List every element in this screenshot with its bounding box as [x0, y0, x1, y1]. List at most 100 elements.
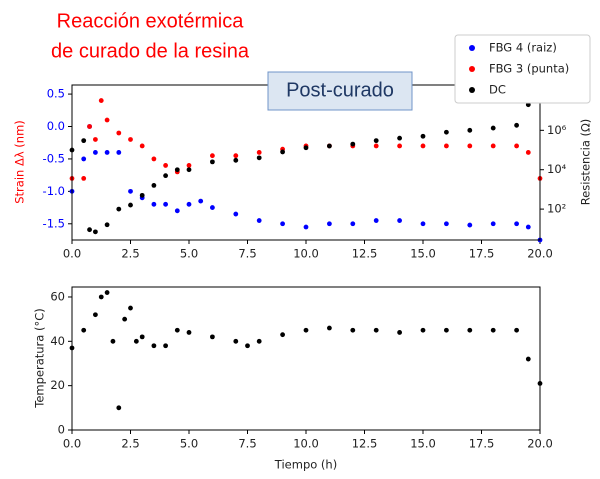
x-tick-label: 12.5: [352, 247, 378, 261]
legend: FBG 4 (raiz) FBG 3 (punta) DC: [454, 34, 591, 104]
data-point: [525, 224, 531, 230]
x-tick-label: 0.0: [63, 247, 81, 261]
data-point: [397, 330, 402, 335]
legend-label: FBG 3 (punta): [489, 62, 569, 76]
data-point: [139, 143, 145, 149]
data-point: [514, 221, 519, 227]
data-point: [210, 205, 215, 210]
x-tick-label: 12.5: [352, 437, 378, 451]
x-tick-label: 7.5: [238, 437, 256, 451]
data-point: [81, 138, 87, 144]
data-point: [163, 163, 169, 168]
data-point: [397, 143, 402, 149]
data-point: [350, 327, 356, 333]
data-point: [280, 332, 285, 338]
x-tick-label: 17.5: [469, 247, 495, 261]
data-point: [116, 150, 122, 155]
data-point: [233, 153, 239, 159]
legend-frame: [454, 34, 591, 104]
x-tick-label: 5.0: [180, 247, 198, 261]
data-point: [186, 201, 192, 207]
x-tick-label: 17.5: [469, 437, 495, 451]
data-point: [420, 221, 426, 227]
data-point: [139, 334, 145, 340]
data-point: [350, 141, 356, 147]
data-point: [256, 218, 262, 223]
data-point: [303, 145, 309, 151]
data-point: [444, 129, 449, 135]
y-axis-title: Strain Δλ (nm): [13, 120, 27, 204]
data-point: [490, 125, 496, 131]
data-point: [490, 221, 496, 227]
data-point: [467, 222, 473, 228]
data-point: [174, 208, 180, 214]
data-point: [133, 338, 139, 344]
data-point: [210, 159, 215, 165]
y-tick-label: -1.5: [43, 216, 65, 230]
data-point: [420, 327, 426, 333]
data-point: [420, 143, 426, 149]
data-point: [110, 338, 116, 344]
data-point: [122, 316, 128, 322]
data-point: [139, 192, 145, 198]
legend-marker: [469, 45, 475, 51]
x-axis-title: Tiempo (h): [274, 458, 337, 472]
data-point: [350, 221, 356, 227]
data-point: [128, 188, 133, 194]
data-point: [210, 153, 215, 159]
data-point: [98, 98, 104, 103]
data-point: [174, 327, 180, 333]
data-point: [280, 149, 285, 155]
data-point: [116, 206, 122, 212]
data-point: [303, 327, 309, 333]
data-point: [514, 143, 519, 149]
data-point: [490, 327, 496, 333]
data-point: [397, 218, 402, 223]
data-point: [256, 150, 262, 155]
data-point: [104, 290, 110, 295]
annotation: de curado de la resina: [51, 40, 250, 62]
data-point: [210, 334, 215, 340]
y-tick-label: -1.0: [43, 184, 65, 198]
x-tick-label: 20.0: [527, 437, 553, 451]
y2-tick-label: 10²: [547, 202, 566, 216]
legend-label: FBG 4 (raiz): [489, 41, 557, 55]
data-point: [233, 211, 239, 217]
data-point: [93, 150, 98, 155]
data-point: [303, 224, 309, 230]
data-point: [397, 135, 402, 141]
y-tick-label: 20: [50, 378, 65, 392]
data-point: [420, 133, 426, 139]
y2-axis-title: Resistencia (Ω): [579, 119, 593, 206]
data-point: [81, 156, 87, 162]
data-point: [233, 338, 239, 344]
data-point: [186, 167, 192, 173]
legend-marker: [469, 66, 475, 72]
data-point: [525, 150, 531, 155]
data-point: [467, 327, 473, 333]
data-point: [163, 201, 169, 207]
data-point: [116, 405, 122, 411]
data-point: [327, 143, 332, 149]
data-point: [373, 138, 379, 144]
data-point: [81, 327, 87, 333]
x-tick-label: 7.5: [238, 247, 256, 261]
data-point: [151, 182, 157, 188]
data-point: [104, 117, 110, 123]
annotation: Reacción exotérmica: [57, 10, 245, 32]
plot-frame: [71, 286, 541, 431]
data-point: [93, 312, 98, 318]
y2-tick-label: 10⁶: [547, 123, 567, 137]
x-tick-label: 15.0: [410, 247, 436, 261]
x-tick-label: 2.5: [121, 247, 139, 261]
y-tick-label: 40: [50, 334, 65, 348]
data-point: [198, 198, 204, 204]
y-tick-label: 60: [50, 289, 65, 303]
data-point: [186, 163, 192, 168]
data-point: [81, 175, 87, 181]
x-tick-label: 5.0: [180, 437, 198, 451]
data-point: [467, 143, 473, 149]
data-point: [233, 157, 239, 163]
data-point: [245, 343, 250, 349]
data-point: [128, 305, 133, 311]
